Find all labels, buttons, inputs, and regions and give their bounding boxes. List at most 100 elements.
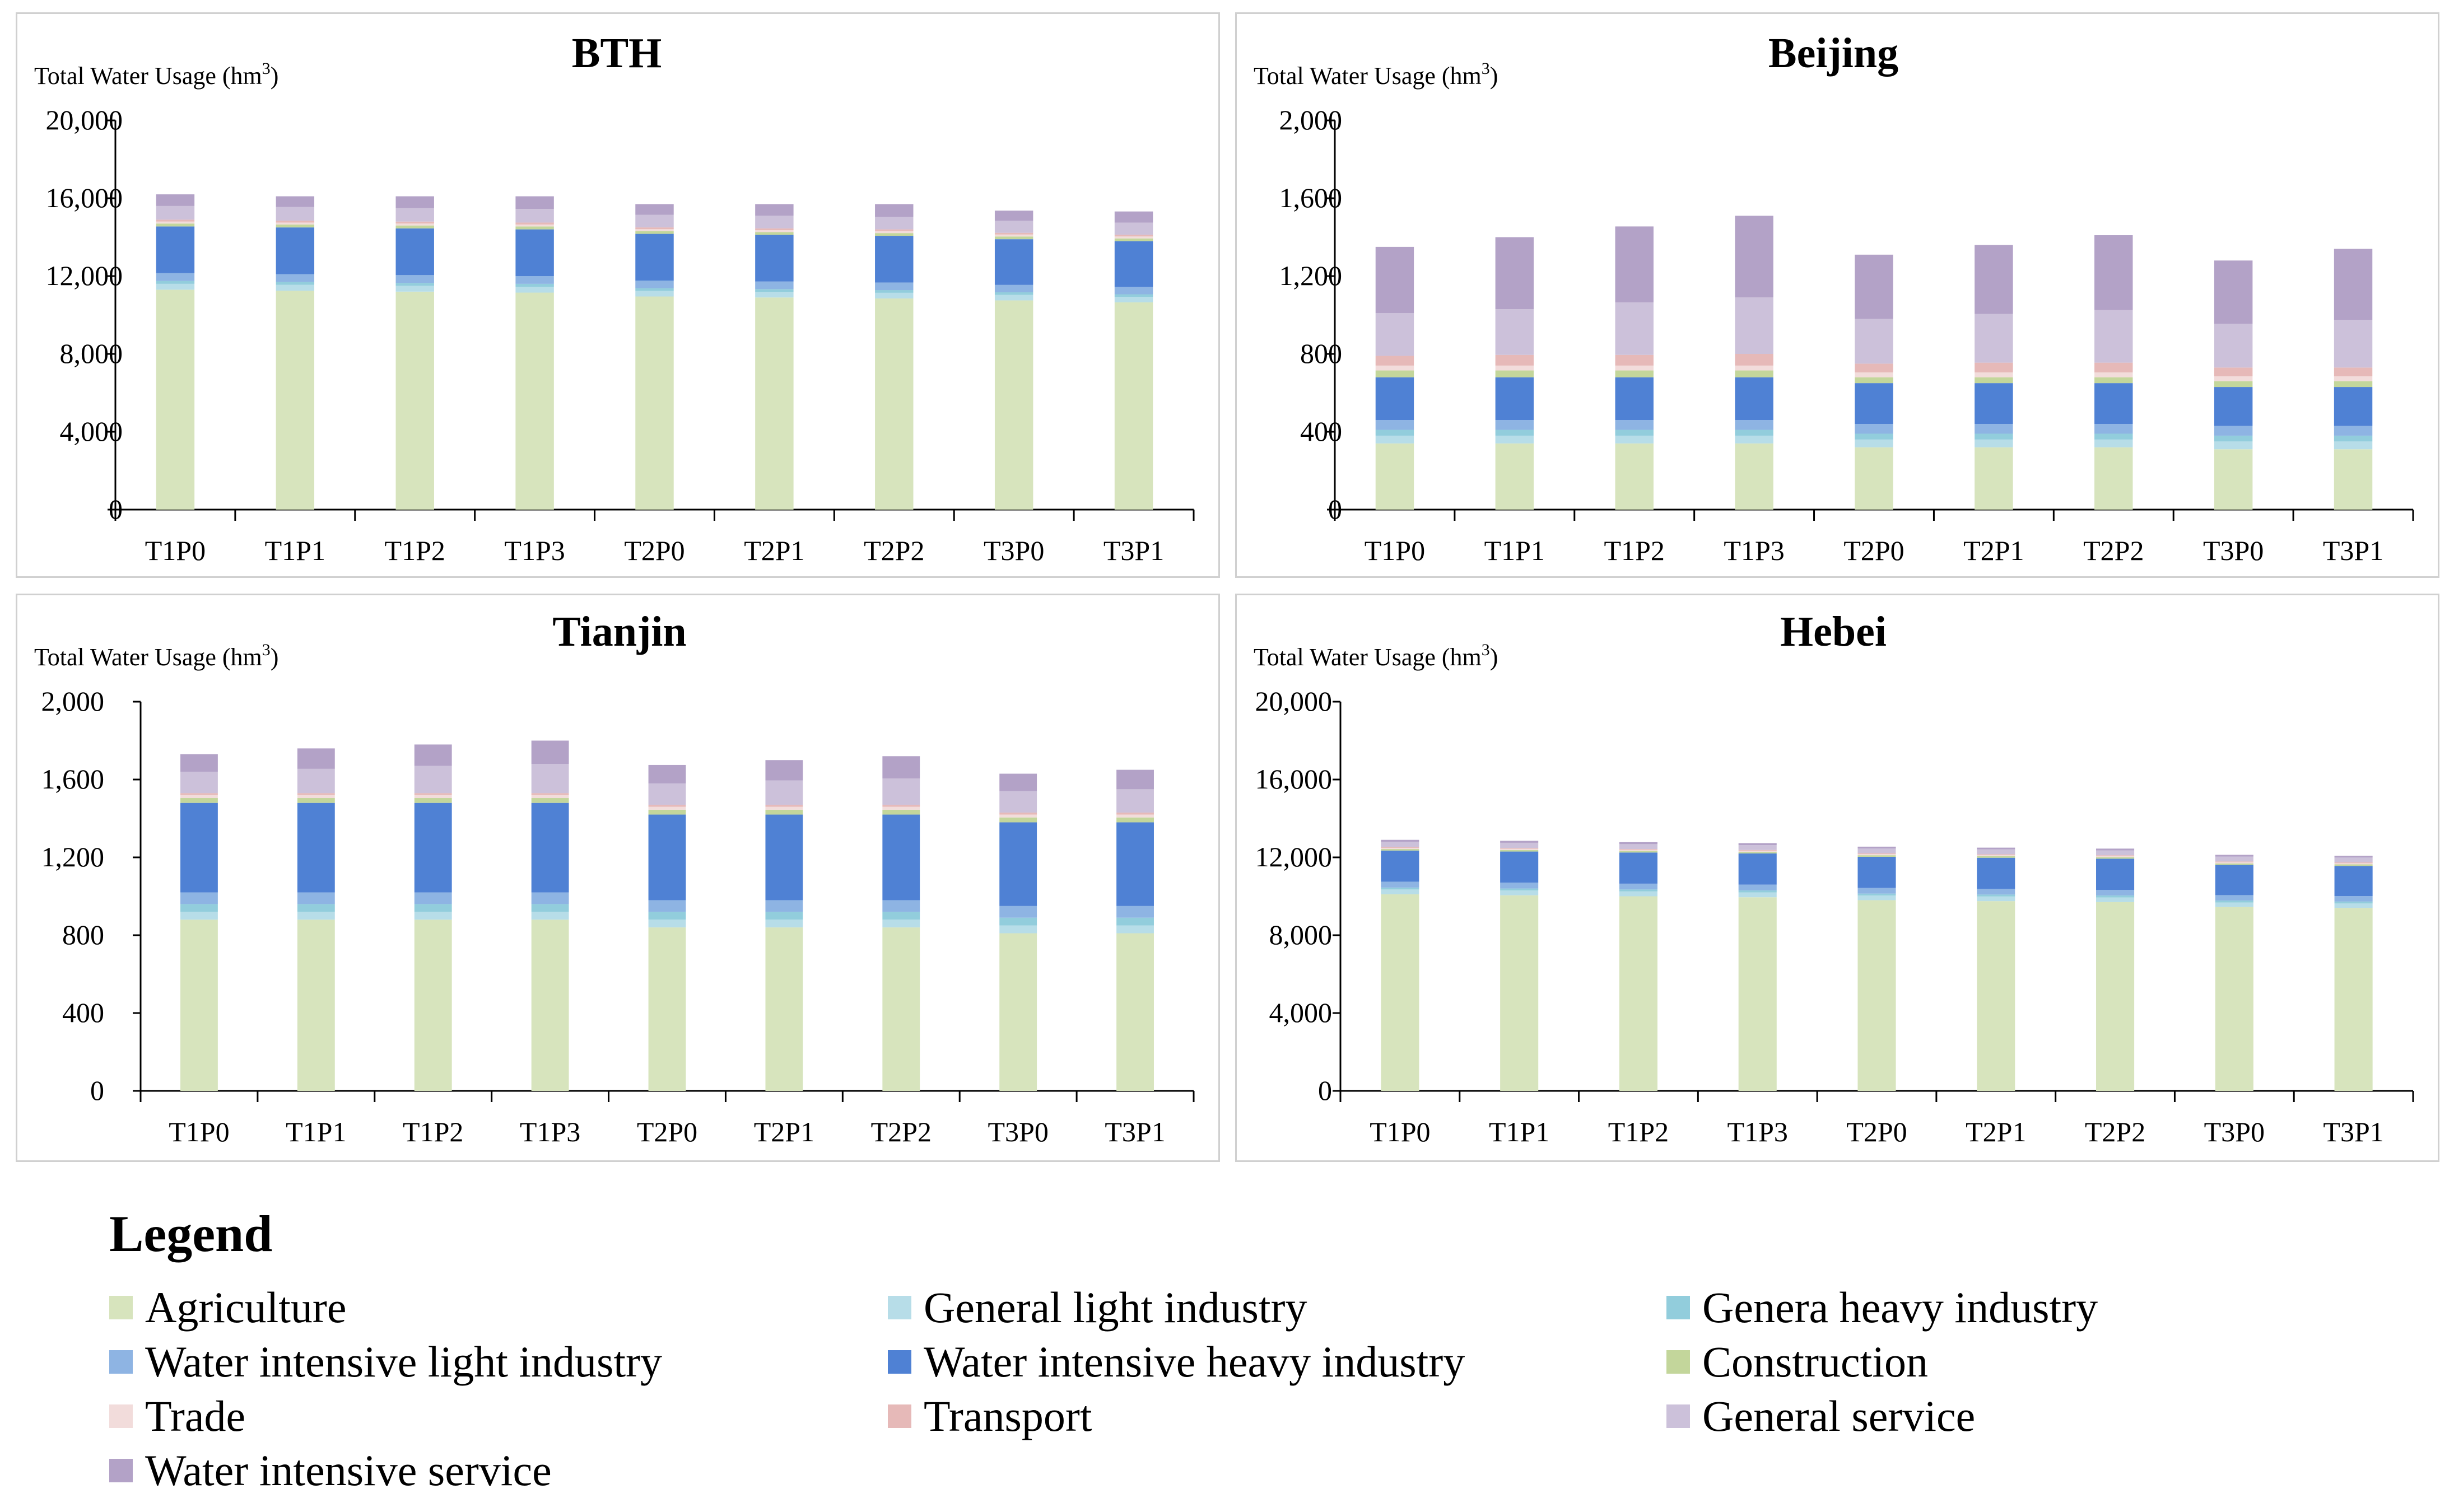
beijing-bar-t3p0-trade: [2214, 376, 2253, 381]
beijing-bar-t1p0-construction: [1375, 370, 1414, 377]
hebei-bar-t1p3-water-intensive-light-industry: [1738, 884, 1777, 891]
legend-title: Legend: [109, 1205, 273, 1262]
beijing-bar-t3p1-construction: [2334, 381, 2373, 388]
tianjin-bar-t1p0-water-intensive-light-industry: [180, 892, 218, 904]
tianjin-x-tick-label: T3P1: [1105, 1116, 1165, 1147]
beijing-bar-t2p2-transport: [2094, 362, 2133, 373]
hebei-bar-t1p1-genera-heavy-industry: [1500, 888, 1539, 891]
bth-bar-t1p0-agriculture: [156, 290, 195, 510]
hebei-bar-t3p0-water-intensive-heavy-industry: [2215, 865, 2253, 895]
legend-label: Genera heavy industry: [1702, 1283, 2098, 1332]
bth-bar-t3p1-genera-heavy-industry: [1114, 294, 1153, 297]
beijing-bar-t3p1-general-light-industry: [2334, 441, 2373, 450]
bth-bar-t1p3-construction: [515, 226, 554, 230]
bth-x-tick-label: T1P3: [504, 535, 565, 566]
bth-bar-t3p0-construction: [994, 236, 1033, 240]
tianjin-bar-t2p0-construction: [648, 809, 686, 815]
hebei-bar-t3p1-transport: [2334, 862, 2373, 864]
tianjin-bar-t1p3-genera-heavy-industry: [531, 904, 569, 912]
hebei-y-tick-label: 8,000: [1269, 919, 1333, 950]
beijing-bar-t2p1-general-service: [1975, 314, 2013, 363]
tianjin-y-tick-label: 400: [62, 997, 104, 1028]
hebei-y-axis-label: Total Water Usage (hm3): [1254, 641, 1498, 671]
beijing-bar-t3p1-water-intensive-service: [2334, 249, 2373, 320]
hebei-bar-t1p3-agriculture: [1738, 897, 1777, 1091]
tianjin-bar-t1p0-water-intensive-service: [180, 754, 218, 772]
bth-bar-t2p1-agriculture: [755, 297, 794, 510]
bth-bar-t1p0-general-light-industry: [156, 283, 195, 290]
bth-bar-t3p1-agriculture: [1114, 302, 1153, 510]
bth-bar-t1p0-transport: [156, 220, 195, 222]
tianjin-bar-t3p0-general-light-industry: [999, 925, 1037, 934]
tianjin-bar-t1p2-general-light-industry: [414, 912, 452, 920]
beijing-bar-t2p0-general-light-industry: [1855, 439, 1893, 447]
tianjin-bar-t2p2-general-service: [882, 778, 920, 805]
hebei-bar-t3p1-general-service: [2334, 857, 2373, 863]
beijing-bar-t2p2-agriculture: [2094, 447, 2133, 510]
tianjin-bar-t1p0-construction: [180, 798, 218, 803]
bth-bar-t2p2-genera-heavy-industry: [875, 290, 914, 293]
tianjin-bar-t3p1-genera-heavy-industry: [1116, 917, 1154, 926]
tianjin-bar-t1p0-general-light-industry: [180, 912, 218, 920]
hebei-bar-t1p3-water-intensive-service: [1738, 843, 1777, 846]
beijing-bar-t2p0-agriculture: [1855, 447, 1893, 510]
tianjin-x-tick-label: T2P0: [637, 1116, 697, 1147]
tianjin-y-tick-label: 1,200: [41, 841, 105, 872]
beijing-bar-t1p2-water-intensive-light-industry: [1615, 420, 1654, 430]
beijing-bar-t1p0-trade: [1375, 365, 1414, 371]
hebei-bar-t1p3-construction: [1738, 852, 1777, 854]
hebei-bar-t1p2-construction: [1619, 851, 1657, 853]
bth-bar-t3p1-general-service: [1114, 222, 1153, 235]
hebei-bar-t2p1-agriculture: [1977, 901, 2015, 1091]
beijing-bar-t2p1-genera-heavy-industry: [1975, 433, 2013, 440]
hebei-bar-t1p1-water-intensive-service: [1500, 841, 1539, 843]
beijing-bar-t1p0-transport: [1375, 356, 1414, 366]
tianjin-bar-t3p0-construction: [999, 817, 1037, 823]
legend-label: General light industry: [924, 1283, 1307, 1332]
beijing-x-tick-label: T2P2: [2083, 535, 2144, 566]
tianjin-bar-t1p2-water-intensive-service: [414, 744, 452, 766]
bth-bar-t1p1-general-light-industry: [276, 284, 315, 291]
bth-bar-t2p0-construction: [635, 231, 674, 234]
hebei-bar-t2p0-agriculture: [1857, 900, 1896, 1091]
bth-bar-t3p1-construction: [1114, 238, 1153, 241]
beijing-bar-t1p2-general-light-industry: [1615, 435, 1654, 444]
beijing-bar-t1p0-genera-heavy-industry: [1375, 430, 1414, 436]
tianjin-bar-t2p2-construction: [882, 809, 920, 815]
legend-item-water-intensive-light-industry: Water intensive light industry: [109, 1337, 662, 1387]
hebei-bar-t1p0-water-intensive-light-industry: [1381, 881, 1419, 888]
bth-bar-t2p1-water-intensive-light-industry: [755, 281, 794, 290]
legend-label: Transport: [924, 1392, 1092, 1440]
beijing-bar-t3p0-general-service: [2214, 324, 2253, 368]
hebei-bar-t1p1-agriculture: [1500, 895, 1539, 1091]
bth-bar-t1p2-genera-heavy-industry: [395, 283, 434, 286]
bth-bar-t1p0-construction: [156, 223, 195, 227]
bth-bar-t2p2-water-intensive-heavy-industry: [875, 236, 914, 283]
tianjin-bar-t2p2-genera-heavy-industry: [882, 912, 920, 920]
hebei-bar-t2p2-general-service: [2096, 850, 2135, 856]
hebei-x-tick-label: T2P0: [1846, 1116, 1907, 1147]
hebei-bar-t1p1-general-light-industry: [1500, 890, 1539, 895]
tianjin-bar-t2p1-trade: [765, 806, 803, 810]
beijing-bar-t3p1-trade: [2334, 376, 2373, 381]
beijing-x-tick-label: T1P3: [1724, 535, 1784, 566]
beijing-bar-t3p0-water-intensive-light-industry: [2214, 426, 2253, 436]
chart-panel-tianjin: Tianjin Total Water Usage (hm3) 0 400 800 1,2…: [16, 594, 1220, 1162]
legend-item-agriculture: Agriculture: [109, 1282, 347, 1333]
beijing-bar-t3p0-agriculture: [2214, 449, 2253, 510]
beijing-bar-t2p0-water-intensive-light-industry: [1855, 424, 1893, 434]
tianjin-bar-t1p2-construction: [414, 798, 452, 803]
bth-bar-t2p2-general-light-industry: [875, 292, 914, 298]
legend-label: Water intensive heavy industry: [924, 1337, 1465, 1386]
tianjin-bar-t1p3-water-intensive-service: [531, 740, 569, 764]
hebei-bar-t2p0-genera-heavy-industry: [1857, 893, 1896, 896]
tianjin-bar-t1p0-water-intensive-heavy-industry: [180, 802, 218, 893]
beijing-bar-t2p2-water-intensive-heavy-industry: [2094, 383, 2133, 424]
bth-bar-t1p2-water-intensive-heavy-industry: [395, 228, 434, 276]
tianjin-bar-t1p2-trade: [414, 795, 452, 799]
tianjin-x-tick-label: T1P0: [169, 1116, 229, 1147]
tianjin-bar-t2p2-water-intensive-light-industry: [882, 900, 920, 912]
hebei-x-tick-label: T1P1: [1489, 1116, 1549, 1147]
hebei-bar-t2p2-genera-heavy-industry: [2096, 895, 2135, 898]
legend-item-construction: Construction: [1666, 1337, 1928, 1387]
